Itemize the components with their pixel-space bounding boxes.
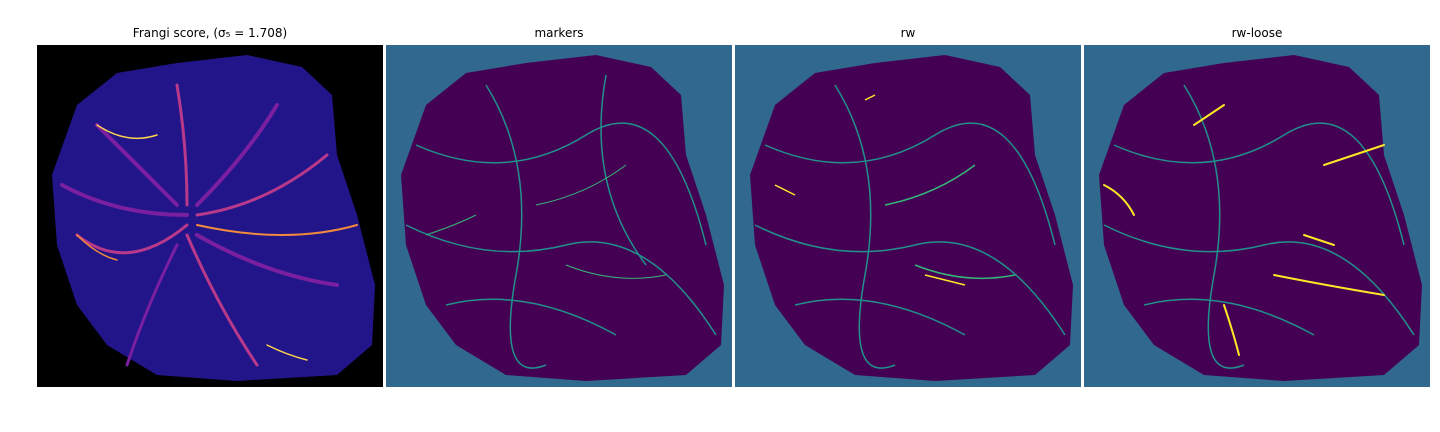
panel-title-rw-loose: rw-loose — [1231, 26, 1283, 40]
frangi-score-image — [37, 45, 383, 387]
panel-frangi-score — [37, 45, 383, 387]
panel-rw-loose — [1084, 45, 1430, 387]
panel-title-markers: markers — [534, 26, 584, 40]
markers-image — [386, 45, 732, 387]
panel-title-rw: rw — [900, 26, 916, 40]
rw-loose-image — [1084, 45, 1430, 387]
panel-rw — [735, 45, 1081, 387]
panel-markers — [386, 45, 732, 387]
rw-image — [735, 45, 1081, 387]
panel-title-frangi: Frangi score, (σ₅ = 1.708) — [132, 26, 288, 40]
